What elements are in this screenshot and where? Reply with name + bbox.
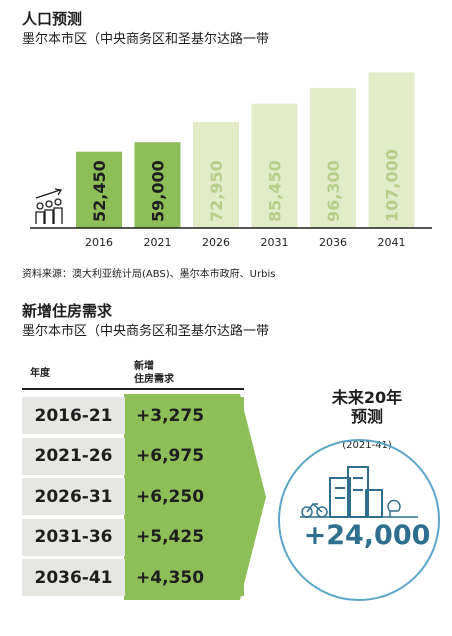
forecast-title-line1: 未来20年 [331, 388, 403, 407]
population-subtitle: 墨尔本市区（中央商务区和圣基尔达路一带 [22, 32, 270, 47]
table-row: 2026-31 +6,250 [22, 478, 244, 515]
x-tick-label: 2016 [85, 236, 113, 249]
table-row: 2016-21 +3,275 [22, 397, 244, 434]
building-icon [329, 466, 383, 518]
table-row: 2036-41 +4,350 [22, 559, 244, 596]
bar-value-label: 72,950 [207, 160, 226, 222]
bar-value-label: 59,000 [149, 160, 168, 222]
col-header-need-line1: 新增 [134, 361, 154, 372]
bar-value-label: 107,000 [383, 149, 402, 222]
tree-icon [387, 499, 401, 517]
table-row: 2021-26 +6,975 [22, 437, 244, 475]
bar-2016 [76, 151, 122, 228]
bar-2031 [251, 103, 298, 228]
table-cell-value: +5,425 [126, 518, 244, 556]
table-cell-value: +4,350 [126, 559, 244, 596]
bar-2021 [134, 142, 181, 228]
x-tick-label: 2036 [319, 236, 347, 249]
table-cell-value: +6,250 [126, 478, 244, 515]
table-cell-period: 2016-21 [22, 397, 125, 434]
x-tick-label: 2021 [144, 236, 172, 249]
col-header-need-line2: 住房需求 [134, 374, 174, 385]
people-growth-icon [35, 188, 63, 224]
forecast-title-line2: 预测 [350, 407, 383, 426]
table-cell-period: 2021-26 [22, 437, 125, 475]
population-bar-chart: 52,450 59,000 72,950 85,450 96,300 107,000 20… [30, 72, 432, 249]
forecast-title: 未来20年 预测 [291, 388, 443, 426]
col-header-year: 年度 [30, 368, 50, 379]
bar-value-label: 52,450 [90, 160, 109, 222]
table-cell-period: 2031-36 [22, 518, 125, 556]
table-cell-period: 2026-31 [22, 478, 125, 515]
population-title: 人口预测 [22, 10, 83, 28]
bar-2036 [310, 87, 356, 228]
housing-title: 新增住房需求 [22, 302, 113, 320]
housing-subtitle: 墨尔本市区（中央商务区和圣基尔达路一带 [22, 324, 270, 339]
x-tick-label: 2041 [378, 236, 406, 249]
bar-value-label: 96,300 [324, 160, 343, 222]
bicycle-icon [301, 502, 328, 518]
col-header-need: 新增 住房需求 [134, 360, 174, 386]
table-row: 2031-36 +5,425 [22, 518, 244, 556]
table-cell-period: 2036-41 [22, 559, 125, 596]
forecast-total: +24,000 [303, 520, 431, 551]
bar-2041 [368, 72, 415, 228]
x-tick-label: 2031 [261, 236, 289, 249]
data-source: 资料来源：澳大利亚统计局(ABS)、墨尔本市政府、Urbis [22, 269, 276, 280]
table-cell-value: +3,275 [126, 397, 244, 434]
bar-value-label: 85,450 [266, 160, 285, 222]
bar-2026 [193, 121, 239, 228]
forecast-range: (2021-41) [342, 440, 392, 451]
table-cell-value: +6,975 [126, 437, 244, 475]
forecast-circle [278, 439, 440, 601]
x-tick-label: 2026 [202, 236, 230, 249]
header-divider [22, 388, 244, 390]
